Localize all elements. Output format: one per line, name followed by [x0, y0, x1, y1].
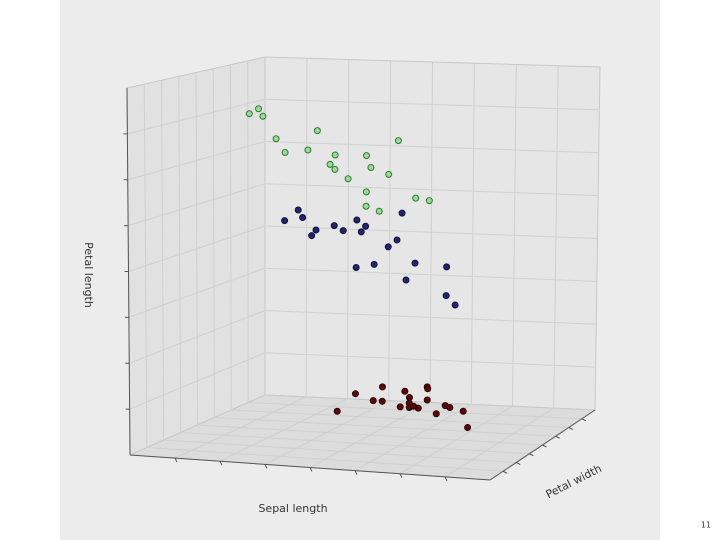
point [304, 146, 312, 154]
tick [529, 453, 534, 457]
point [375, 207, 383, 215]
grid-line [127, 141, 266, 181]
point [331, 165, 339, 173]
point [432, 410, 440, 418]
point [353, 216, 361, 224]
tick [516, 462, 521, 465]
point [255, 105, 263, 113]
grid-line [212, 68, 215, 418]
tick [264, 464, 268, 469]
grid-line [127, 98, 266, 135]
point [351, 390, 359, 398]
grid-line [264, 98, 600, 111]
point [352, 264, 360, 271]
tick [309, 467, 313, 472]
point [369, 397, 377, 405]
grid-line [214, 417, 556, 437]
grid-line [230, 64, 232, 411]
point [398, 209, 406, 217]
point [259, 112, 267, 120]
point [401, 387, 409, 395]
axis-line [489, 409, 596, 481]
point [459, 407, 467, 415]
point [339, 227, 347, 235]
point [326, 160, 334, 168]
grid-line [553, 65, 559, 409]
point [308, 232, 316, 240]
point [411, 259, 419, 267]
point [446, 404, 454, 411]
point [362, 188, 370, 196]
grid-line [354, 403, 472, 472]
point [393, 236, 401, 244]
point [378, 383, 386, 391]
point [313, 127, 321, 135]
point [412, 194, 420, 202]
point [378, 397, 386, 405]
grid-line [128, 225, 266, 272]
point [394, 137, 402, 145]
point [333, 407, 341, 415]
point [330, 222, 338, 230]
tick [555, 435, 560, 439]
tick [542, 444, 547, 448]
point [464, 424, 472, 431]
point [396, 403, 404, 411]
point [272, 135, 280, 143]
point [423, 396, 431, 404]
points [245, 105, 472, 431]
tick [354, 470, 358, 475]
tick [502, 470, 508, 474]
point [410, 402, 418, 410]
point [385, 170, 393, 178]
point [331, 151, 339, 159]
point [405, 394, 413, 401]
point [281, 149, 289, 156]
point [281, 217, 289, 225]
point [443, 263, 451, 271]
point [370, 260, 378, 268]
tick [219, 461, 223, 466]
grid-line [444, 407, 555, 478]
grid-line [231, 409, 569, 428]
point [367, 164, 375, 171]
point [442, 292, 450, 300]
point [357, 228, 365, 236]
point [451, 301, 459, 309]
grid-line [264, 225, 598, 239]
tick [174, 457, 178, 463]
grid-line [470, 63, 475, 405]
point [362, 202, 370, 210]
x-axis-label: Sepal length [258, 502, 327, 515]
axes-box [123, 56, 601, 482]
point [402, 276, 410, 284]
grid-line [399, 405, 513, 475]
page-number: 11 [701, 521, 711, 530]
tick [399, 473, 403, 478]
point [384, 243, 392, 251]
tick [581, 418, 587, 422]
grid-line [248, 402, 582, 420]
point [294, 206, 302, 214]
point [312, 226, 320, 234]
point [245, 110, 253, 118]
point [425, 197, 433, 205]
grid-line [264, 183, 599, 197]
axis-line [129, 454, 491, 481]
grid-line [197, 424, 543, 446]
point [424, 385, 432, 393]
point [299, 214, 307, 221]
point [362, 222, 370, 230]
tick [444, 476, 448, 482]
grid-line [127, 183, 266, 227]
point [363, 152, 371, 160]
z-axis-label: Petal length [82, 242, 95, 308]
axis-line [126, 87, 131, 456]
grid-line [512, 64, 517, 407]
tick [568, 427, 573, 430]
grid-line [264, 141, 599, 154]
point [344, 175, 352, 183]
